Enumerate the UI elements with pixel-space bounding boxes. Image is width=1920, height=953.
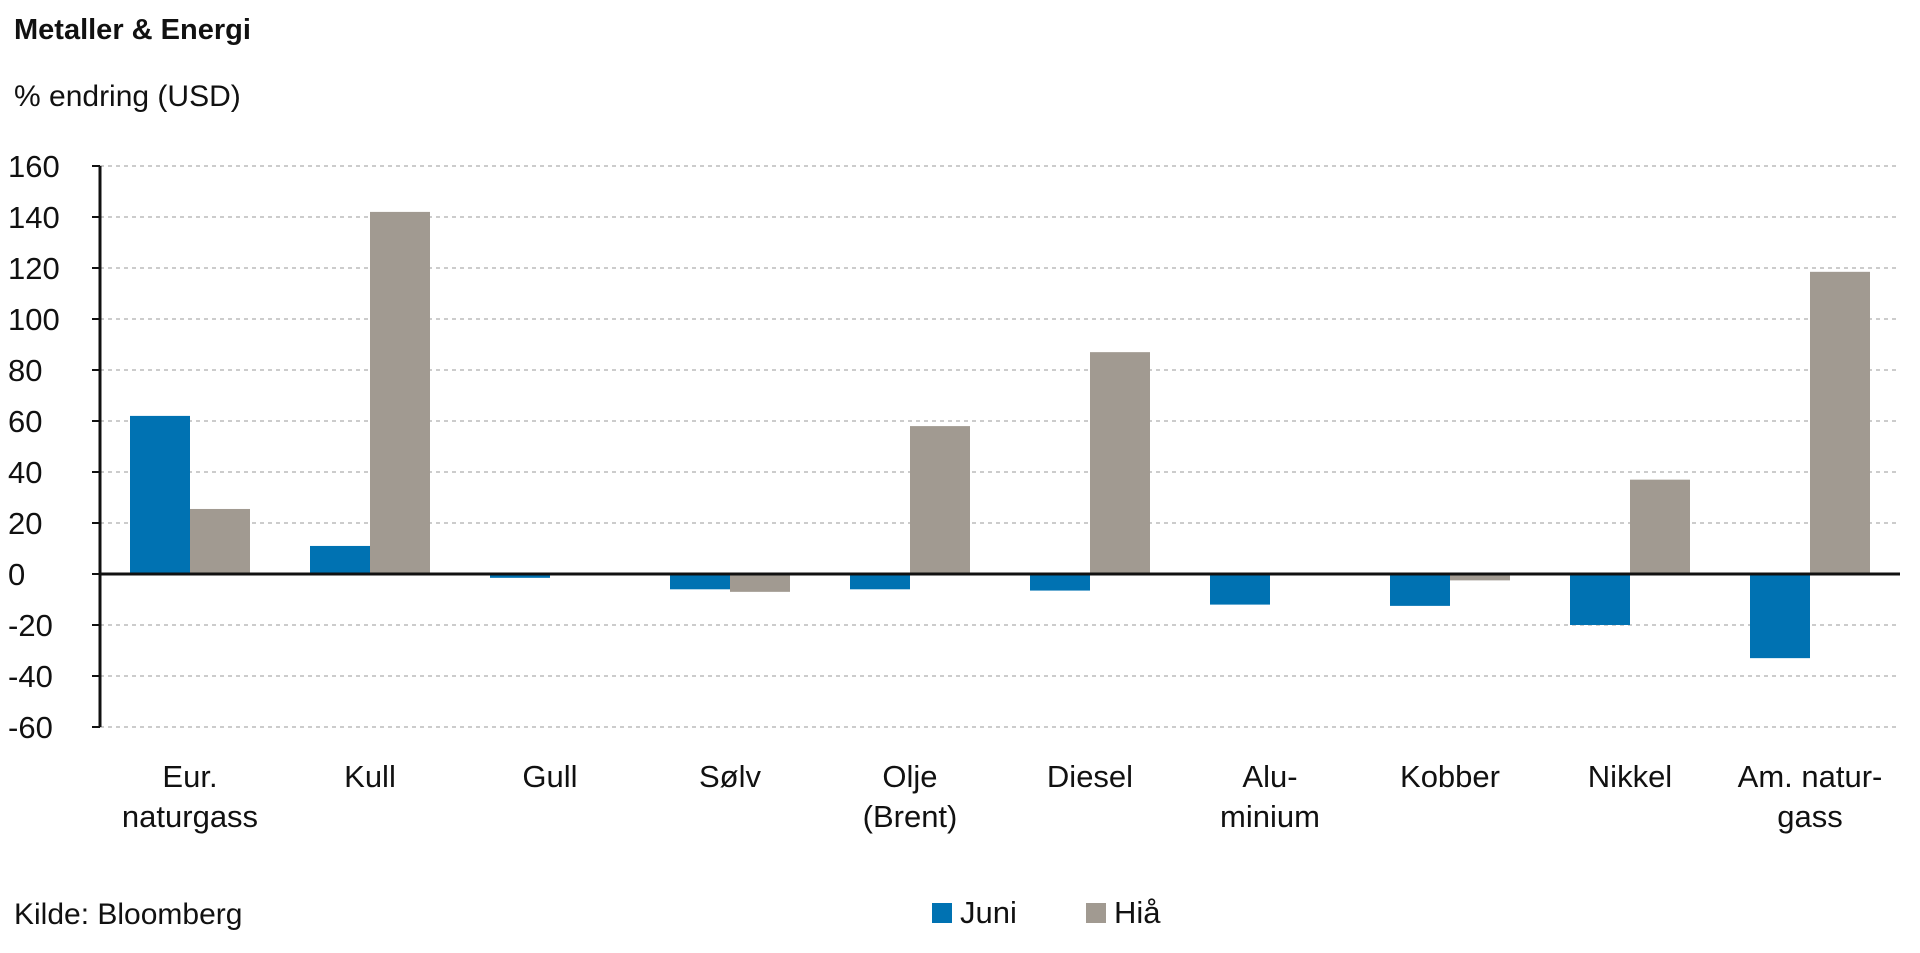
category-label: Sølv <box>699 759 762 794</box>
y-tick-label: 140 <box>8 200 60 235</box>
y-tick-label: -40 <box>8 659 53 694</box>
x-axis-labels: Eur. naturgass Kull Gull Sølv Olje (Brent) Dies… <box>122 759 1882 834</box>
legend-swatch <box>1086 903 1106 923</box>
category-label: Olje (Brent) <box>863 759 958 834</box>
bar <box>1090 352 1150 574</box>
category-label: Gull <box>522 759 577 794</box>
legend: Juni Hiå <box>932 895 1161 930</box>
y-tick-label: 40 <box>8 455 42 490</box>
bar <box>730 574 790 592</box>
chart-subtitle: % endring (USD) <box>14 80 241 113</box>
y-tick-label: -60 <box>8 710 53 745</box>
category-label-line: Alu- <box>1242 759 1297 794</box>
y-tick-label: 20 <box>8 506 42 541</box>
category-label-line: Kobber <box>1400 759 1500 794</box>
y-tick-label: 80 <box>8 353 42 388</box>
category-label-line: Diesel <box>1047 759 1133 794</box>
category-label-line: Olje <box>882 759 937 794</box>
bar <box>850 574 910 590</box>
category-label-line: Nikkel <box>1588 759 1672 794</box>
category-label-line: naturgass <box>122 799 258 834</box>
bars <box>130 211 1870 659</box>
bar <box>370 211 430 574</box>
y-axis-ticks: 160 140 120 100 80 60 40 20 0 -20 -40 -60 <box>8 149 100 745</box>
legend-swatch <box>932 903 952 923</box>
category-label-line: Sølv <box>699 759 762 794</box>
category-label: Am. natur-gass <box>1738 759 1883 834</box>
category-label: Eur. naturgass <box>122 759 258 834</box>
bar <box>1450 574 1510 581</box>
bar <box>1390 574 1450 606</box>
y-tick-label: 60 <box>8 404 42 439</box>
bar <box>910 426 970 574</box>
category-label: Kull <box>344 759 396 794</box>
bar <box>1210 574 1270 605</box>
category-label-line: Am. natur- <box>1738 759 1883 794</box>
bar <box>130 415 190 574</box>
bar <box>1570 574 1630 625</box>
category-label: Nikkel <box>1588 759 1672 794</box>
y-tick-label: 160 <box>8 149 60 184</box>
source-note: Kilde: Bloomberg <box>14 898 243 931</box>
y-tick-label: 100 <box>8 302 60 337</box>
category-label: Alu-minium <box>1220 759 1320 834</box>
y-tick-label: -20 <box>8 608 53 643</box>
category-label-line: gass <box>1777 799 1842 834</box>
axes <box>98 166 1900 727</box>
chart-title: Metaller & Energi <box>14 14 251 46</box>
y-tick-label: 0 <box>8 557 25 592</box>
category-label: Diesel <box>1047 759 1133 794</box>
category-label-line: (Brent) <box>863 799 958 834</box>
bar <box>310 545 370 574</box>
category-label-line: Eur. <box>162 759 217 794</box>
category-label: Kobber <box>1400 759 1500 794</box>
bar <box>670 574 730 590</box>
category-label-line: Gull <box>522 759 577 794</box>
bar <box>1630 479 1690 574</box>
bar <box>490 574 550 578</box>
category-label-line: minium <box>1220 799 1320 834</box>
bar <box>1810 271 1870 574</box>
legend-label: Juni <box>960 895 1017 930</box>
y-tick-label: 120 <box>8 251 60 286</box>
category-label-line: Kull <box>344 759 396 794</box>
bar <box>1030 574 1090 591</box>
legend-label: Hiå <box>1114 895 1161 930</box>
bar <box>190 508 250 574</box>
bar <box>1750 574 1810 659</box>
